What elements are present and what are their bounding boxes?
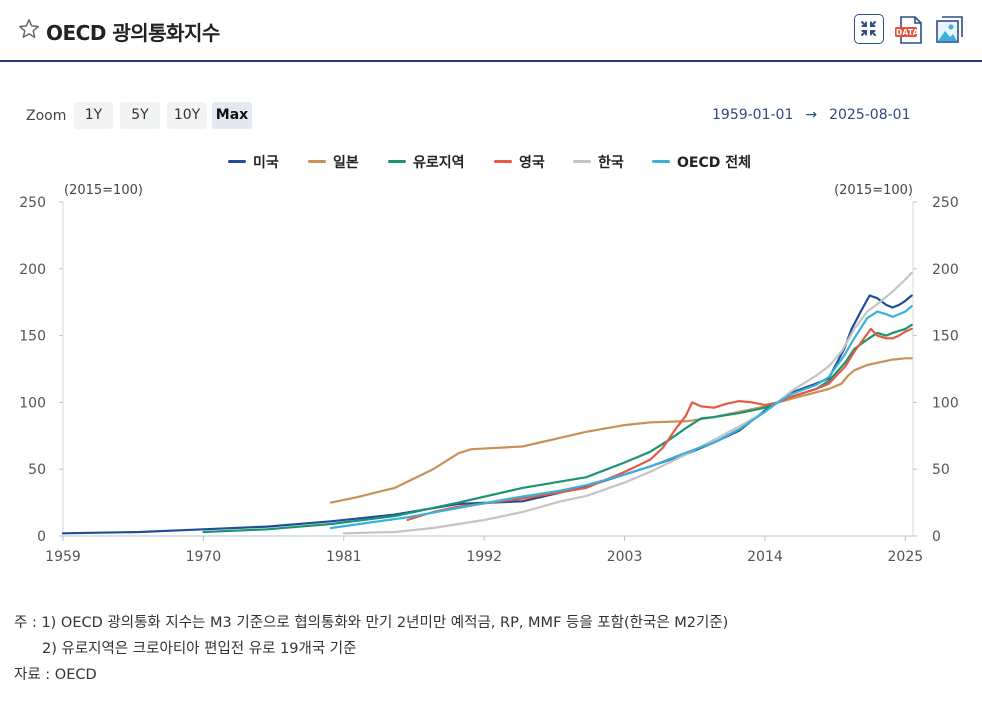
series-line-5 [329, 305, 913, 530]
series-line-2 [202, 323, 913, 534]
legend-label: 유로지역 [413, 155, 465, 171]
legend-label: OECD 전체 [677, 155, 751, 171]
header: OECD 광의통화지수 DATA [0, 0, 982, 62]
x-tick-label: 1981 [326, 549, 362, 565]
legend-label: 한국 [598, 155, 624, 171]
footnotes: 주 : 1) OECD 광의통화 지수는 M3 기준으로 협의통화와 만기 2년… [14, 610, 728, 688]
y-tick-label-left: 150 [19, 329, 46, 345]
legend-item-oecd-total[interactable]: OECD 전체 [652, 152, 751, 172]
zoom-1y-button[interactable]: 1Y [74, 102, 113, 129]
y-unit-right: (2015=100) [834, 183, 913, 198]
y-tick-label-left: 0 [37, 529, 46, 545]
y-tick-label-right: 250 [932, 195, 959, 211]
y-tick-label-right: 200 [932, 262, 959, 278]
image-file-icon [936, 16, 963, 43]
x-tick-label: 1992 [466, 549, 502, 565]
series-line-0 [61, 294, 913, 535]
x-tick-label: 2025 [888, 549, 924, 565]
date-range: 1959-01-01 → 2025-08-01 [712, 107, 916, 123]
y-tick-label-right: 50 [932, 462, 950, 478]
page-title: OECD 광의통화지수 [46, 21, 220, 45]
zoom-5y-button[interactable]: 5Y [120, 102, 160, 129]
zoom-label: Zoom [26, 108, 67, 124]
zoom-max-button[interactable]: Max [212, 102, 252, 129]
y-tick-label-right: 100 [932, 395, 959, 411]
legend-swatch [308, 159, 326, 163]
series-line-4 [342, 271, 913, 535]
legend-label: 영국 [519, 155, 545, 171]
y-tick-label-left: 100 [19, 395, 46, 411]
y-tick-label-right: 0 [932, 529, 941, 545]
zoom-10y-button[interactable]: 10Y [167, 102, 207, 129]
date-arrow: → [805, 107, 818, 123]
legend-item-eurozone[interactable]: 유로지역 [388, 152, 465, 172]
legend-swatch [494, 159, 512, 163]
collapse-button[interactable] [854, 14, 884, 44]
footnote-2: 2) 유로지역은 크로아티아 편입전 유로 19개국 기준 [42, 641, 357, 657]
y-tick-label-left: 250 [19, 195, 46, 211]
legend-item-uk[interactable]: 영국 [494, 152, 545, 172]
broad-money-chart: 0 0 50 50 100 100 150 150 200 200 250 250 (2015=100)… [19, 183, 959, 565]
legend-swatch [573, 159, 591, 163]
data-file-icon [895, 16, 922, 44]
legend-item-us[interactable]: 미국 [228, 152, 279, 172]
legend-item-korea[interactable]: 한국 [573, 152, 624, 172]
data-download-button[interactable]: DATA [893, 14, 923, 44]
legend-swatch [388, 159, 406, 163]
series-line-3 [406, 327, 913, 522]
legend-swatch [652, 159, 670, 163]
date-to[interactable]: 2025-08-01 [829, 107, 911, 123]
x-tick-label: 2014 [747, 549, 783, 565]
date-from[interactable]: 1959-01-01 [712, 107, 794, 123]
x-tick-label: 1959 [45, 549, 81, 565]
image-download-button[interactable] [933, 14, 963, 44]
collapse-arrows-icon [861, 21, 876, 36]
legend-item-japan[interactable]: 일본 [308, 152, 359, 172]
source-note: 자료 : OECD [14, 667, 97, 683]
x-tick-label: 1970 [186, 549, 222, 565]
y-unit-left: (2015=100) [64, 183, 143, 198]
series-line-1 [329, 357, 913, 504]
y-tick-label-right: 150 [932, 329, 959, 345]
footnote-1: 주 : 1) OECD 광의통화 지수는 M3 기준으로 협의통화와 만기 2년… [14, 615, 729, 631]
legend-label: 미국 [253, 155, 279, 171]
favorite-star-icon[interactable] [18, 18, 40, 40]
x-tick-label: 2003 [607, 549, 643, 565]
legend-swatch [228, 159, 246, 163]
y-tick-label-left: 200 [19, 262, 46, 278]
data-badge-label: DATA [896, 28, 919, 37]
y-tick-label-left: 50 [28, 462, 46, 478]
legend-label: 일본 [333, 155, 359, 171]
